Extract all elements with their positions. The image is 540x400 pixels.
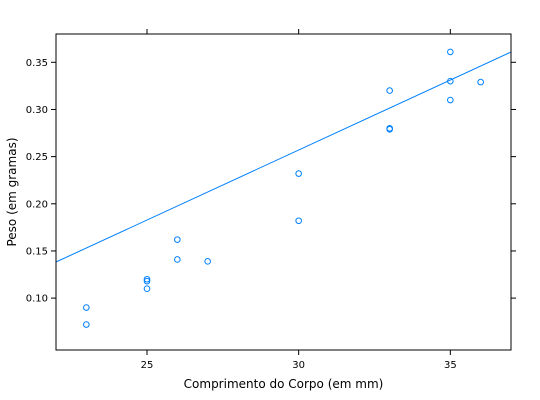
- data-points: [83, 48, 484, 328]
- plot-frame: [55, 33, 512, 351]
- y-axis-label: Peso (em gramas): [5, 137, 19, 246]
- data-point: [174, 236, 181, 243]
- data-point: [477, 78, 484, 86]
- data-point: [83, 321, 90, 328]
- x-tick-label: 30: [292, 360, 305, 371]
- regression-line: [55, 51, 512, 263]
- data-point: [386, 125, 393, 132]
- y-tick-label: 0.35: [26, 58, 48, 69]
- data-point: [174, 256, 181, 263]
- data-point: [447, 96, 454, 104]
- x-tick-label: 35: [444, 360, 457, 371]
- regression-line-layer: [55, 51, 512, 263]
- x-tick-label: 25: [141, 360, 154, 371]
- data-point: [447, 77, 454, 85]
- data-point: [143, 277, 151, 285]
- data-point: [447, 48, 454, 56]
- data-point: [83, 304, 90, 311]
- y-tick-label: 0.20: [26, 199, 48, 210]
- x-axis-label: Comprimento do Corpo (em mm): [184, 377, 384, 391]
- data-point: [204, 258, 211, 265]
- y-tick-label: 0.30: [26, 105, 48, 116]
- y-tick-label: 0.10: [26, 294, 48, 305]
- y-tick-label: 0.25: [26, 152, 48, 163]
- data-point: [295, 217, 302, 225]
- data-point: [386, 87, 393, 94]
- axis-ticks: 25 30 35 0.10 0.15 0.20 0.25 0.30 0.35: [26, 29, 516, 371]
- data-point: [143, 285, 151, 292]
- data-point: [143, 275, 151, 283]
- y-tick-label: 0.15: [26, 246, 48, 257]
- data-point: [295, 170, 302, 177]
